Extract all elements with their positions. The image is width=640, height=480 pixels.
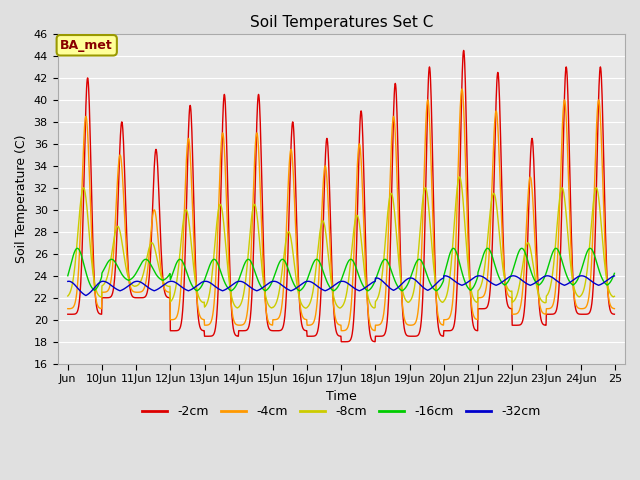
Title: Soil Temperatures Set C: Soil Temperatures Set C bbox=[250, 15, 433, 30]
Legend: -2cm, -4cm, -8cm, -16cm, -32cm: -2cm, -4cm, -8cm, -16cm, -32cm bbox=[137, 400, 545, 423]
X-axis label: Time: Time bbox=[326, 390, 356, 403]
Text: BA_met: BA_met bbox=[60, 39, 113, 52]
Y-axis label: Soil Temperature (C): Soil Temperature (C) bbox=[15, 134, 28, 263]
